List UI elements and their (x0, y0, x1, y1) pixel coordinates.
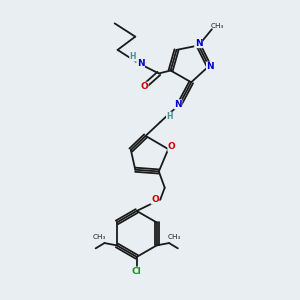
Text: N: N (206, 62, 214, 71)
Text: H: H (167, 112, 173, 121)
Text: N: N (137, 58, 144, 68)
Text: H: H (130, 52, 136, 61)
Text: Cl: Cl (132, 267, 142, 276)
Text: O: O (151, 195, 159, 204)
Text: CH₃: CH₃ (168, 234, 181, 240)
Text: N: N (174, 100, 182, 109)
Text: N: N (195, 39, 203, 48)
Text: O: O (140, 82, 148, 91)
Text: CH₃: CH₃ (92, 234, 106, 240)
Text: O: O (168, 142, 176, 151)
Text: CH₃: CH₃ (210, 23, 224, 29)
